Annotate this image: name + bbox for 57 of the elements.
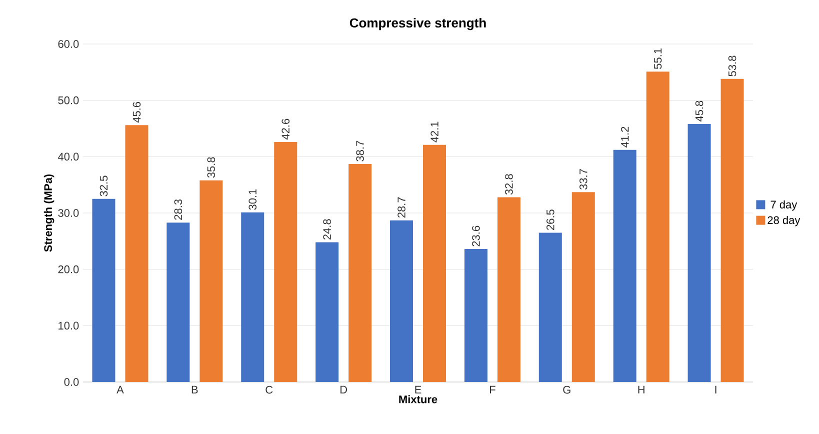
- data-label: 41.2: [620, 126, 629, 148]
- bar: [200, 180, 223, 382]
- y-tick-label: 20.0: [58, 265, 79, 274]
- bar: [423, 144, 446, 382]
- y-axis-title: Strength (MPa): [44, 174, 54, 252]
- bar: [497, 197, 520, 382]
- x-tick-label: B: [192, 386, 198, 394]
- y-tick-label: 50.0: [58, 96, 79, 104]
- data-label: 45.6: [132, 102, 141, 123]
- bar: [92, 198, 116, 382]
- data-label: 32.5: [100, 176, 108, 196]
- x-tick-label: G: [563, 386, 570, 394]
- data-label: 45.8: [695, 100, 704, 122]
- data-label: 55.1: [654, 48, 662, 69]
- data-label: 28.7: [398, 197, 406, 218]
- bar: [274, 142, 298, 382]
- bar: [646, 72, 670, 382]
- y-tick-label: 0.0: [64, 378, 79, 386]
- bar: [464, 249, 488, 382]
- data-label: 38.7: [356, 140, 364, 162]
- data-label: 26.5: [546, 210, 554, 230]
- x-tick-label: D: [340, 386, 348, 394]
- data-label: 28.3: [174, 199, 182, 220]
- bar: [720, 78, 744, 382]
- x-tick-label: F: [490, 386, 496, 394]
- bar: [572, 192, 595, 382]
- bar: [688, 124, 711, 382]
- x-tick-label: H: [638, 386, 644, 394]
- x-tick-label: E: [415, 386, 422, 394]
- bar: [316, 242, 339, 382]
- x-tick-label: A: [116, 386, 124, 394]
- data-label: 30.1: [248, 189, 257, 210]
- y-tick-label: 10.0: [58, 322, 79, 330]
- bar: [241, 212, 264, 382]
- data-label: 24.8: [323, 219, 331, 240]
- data-label: 33.7: [579, 169, 588, 190]
- data-label: 42.6: [282, 118, 290, 140]
- bar: [125, 125, 148, 382]
- y-tick-label: 40.0: [58, 152, 79, 161]
- data-label: 53.8: [728, 56, 736, 76]
- bar: [613, 150, 636, 382]
- bar: [390, 220, 413, 382]
- y-tick-label: 60.0: [58, 40, 79, 48]
- legend-label: 28 day: [768, 216, 800, 226]
- chart-title: Compressive strength: [350, 18, 486, 30]
- bar: [538, 232, 562, 382]
- data-label: 23.6: [472, 226, 480, 246]
- x-tick-label: I: [715, 386, 716, 394]
- bar: [348, 164, 372, 382]
- x-tick-label: C: [266, 386, 273, 394]
- data-label: 42.1: [430, 122, 438, 142]
- legend-label: 7 day: [770, 200, 798, 211]
- x-axis-title: Mixture: [399, 395, 438, 404]
- y-tick-label: 30.0: [58, 209, 79, 217]
- bar: [166, 222, 190, 382]
- data-label: 35.8: [207, 157, 216, 178]
- data-label: 32.8: [505, 174, 513, 195]
